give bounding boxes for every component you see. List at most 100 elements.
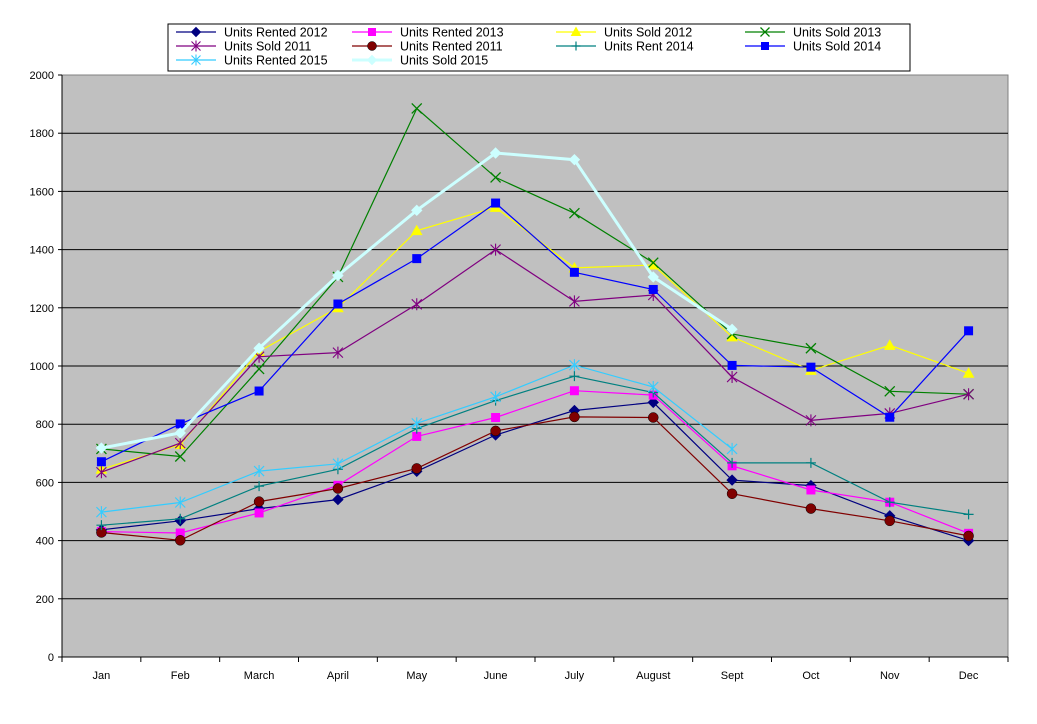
data-point — [190, 26, 202, 38]
data-point — [254, 508, 264, 518]
series-line — [101, 375, 969, 526]
data-point — [648, 412, 659, 423]
data-point — [805, 457, 816, 468]
y-tick-label: 800 — [36, 419, 54, 431]
data-point — [175, 419, 185, 429]
data-point — [568, 153, 581, 166]
legend-item: Units Rent 2014 — [556, 40, 694, 54]
x-tick-label: Jan — [93, 670, 111, 682]
data-point — [410, 224, 423, 236]
data-point — [569, 267, 579, 277]
data-point — [805, 414, 817, 427]
y-tick-label: 1800 — [30, 128, 54, 140]
data-point — [412, 431, 422, 441]
data-point — [569, 295, 580, 308]
x-axis: Jan Feb March April May June July August Sept Oct… — [61, 656, 1009, 682]
legend-item: Units Sold 2012 — [556, 26, 692, 40]
data-point — [96, 506, 107, 519]
x-tick-label: Nov — [880, 670, 900, 682]
y-tick-label: 1200 — [30, 303, 54, 315]
plot-area — [61, 74, 1009, 658]
data-point — [411, 204, 423, 217]
data-point — [174, 451, 186, 462]
data-point — [490, 390, 501, 403]
legend-box — [167, 23, 911, 72]
x-tick-label: March — [244, 670, 275, 682]
y-tick-label: 200 — [36, 594, 54, 606]
data-point — [805, 503, 817, 514]
data-point — [647, 396, 659, 409]
data-point — [806, 362, 816, 372]
y-axis: 0 200 400 600 800 1000 1200 1400 1600 1800 2000 — [30, 70, 63, 664]
data-point — [568, 207, 580, 219]
data-point — [95, 442, 108, 454]
data-point — [253, 342, 265, 354]
data-point — [647, 257, 659, 269]
data-point — [332, 269, 344, 282]
legend-item: Units Rented 2012 — [176, 26, 328, 40]
series-layer — [95, 103, 975, 547]
data-point — [175, 513, 186, 524]
data-point — [96, 466, 107, 479]
data-point — [174, 496, 186, 509]
data-point — [569, 411, 580, 423]
legend: Units Rented 2012 Units Rented 2013 Units … — [167, 23, 911, 72]
data-point — [332, 346, 344, 359]
series-units-rented-2015 — [96, 359, 738, 519]
data-point — [368, 28, 376, 36]
data-point — [411, 298, 423, 311]
data-point — [727, 360, 737, 370]
data-point — [760, 27, 770, 37]
data-point — [569, 371, 580, 382]
data-point — [806, 485, 816, 495]
data-point — [963, 388, 974, 401]
data-point — [570, 26, 582, 36]
y-tick-label: 1000 — [30, 361, 54, 373]
data-point — [490, 243, 501, 256]
y-tick-label: 1400 — [30, 245, 54, 257]
series-units-sold-2014 — [96, 198, 974, 467]
y-tick-label: 2000 — [30, 70, 54, 82]
data-point — [411, 417, 423, 430]
data-point — [96, 457, 106, 467]
data-point — [254, 481, 265, 492]
data-point — [489, 147, 502, 159]
data-point — [253, 465, 265, 478]
data-point — [175, 535, 186, 546]
data-point — [174, 437, 186, 450]
x-tick-label: August — [636, 670, 670, 682]
data-point — [884, 385, 896, 397]
legend-label: Units Sold 2012 — [604, 26, 692, 40]
series-line — [101, 248, 969, 473]
data-point — [367, 41, 377, 51]
data-point — [726, 442, 738, 455]
legend-item: Units Rented 2013 — [352, 26, 504, 40]
series-line — [101, 390, 969, 534]
series-units-sold-2015 — [95, 147, 738, 454]
series-line — [101, 202, 970, 463]
x-tick-label: Oct — [802, 670, 819, 682]
data-point — [191, 54, 201, 66]
data-point — [191, 40, 201, 52]
data-point — [332, 457, 344, 470]
data-point — [648, 284, 658, 294]
y-tick-label: 600 — [36, 477, 54, 489]
data-point — [366, 54, 378, 66]
data-point — [253, 363, 265, 375]
data-point — [647, 271, 659, 283]
data-point — [254, 386, 264, 396]
x-tick-label: May — [406, 670, 427, 682]
legend-item: Units Sold 2015 — [352, 54, 488, 68]
y-tick-label: 400 — [36, 536, 54, 548]
data-point — [883, 339, 896, 350]
data-point — [491, 198, 501, 208]
legend-item: Units Rented 2015 — [176, 54, 328, 68]
data-point — [962, 367, 975, 378]
legend-label: Units Sold 2011 — [224, 40, 311, 54]
legend-label: Units Rented 2011 — [400, 40, 503, 54]
data-point — [964, 326, 974, 336]
data-point — [412, 254, 422, 264]
data-point — [963, 509, 974, 520]
series-units-rented-2011 — [96, 411, 974, 546]
axes: 0 200 400 600 800 1000 1200 1400 1600 1800 2000 Ja… — [30, 70, 1009, 682]
